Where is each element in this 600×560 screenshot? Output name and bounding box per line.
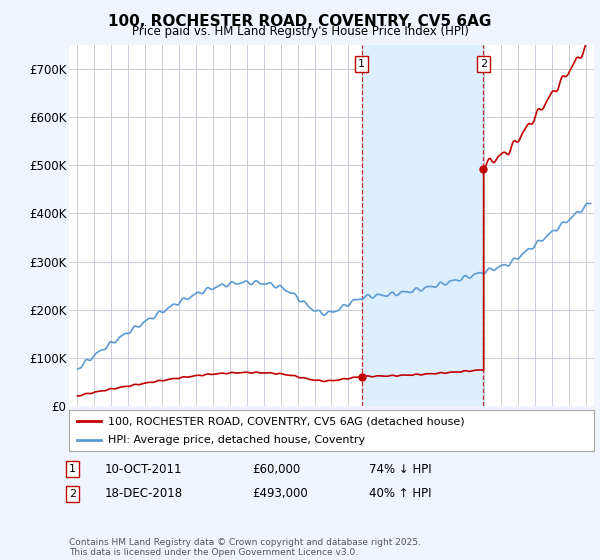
Text: 1: 1 <box>69 464 76 474</box>
Bar <box>362 45 484 406</box>
Text: 2: 2 <box>69 489 76 499</box>
Text: 2: 2 <box>480 59 487 69</box>
Text: HPI: Average price, detached house, Coventry: HPI: Average price, detached house, Cove… <box>109 435 365 445</box>
Text: 1: 1 <box>358 59 365 69</box>
Text: £493,000: £493,000 <box>252 487 308 501</box>
Text: 40% ↑ HPI: 40% ↑ HPI <box>369 487 431 501</box>
Text: 10-OCT-2011: 10-OCT-2011 <box>105 463 182 476</box>
Text: Price paid vs. HM Land Registry's House Price Index (HPI): Price paid vs. HM Land Registry's House … <box>131 25 469 38</box>
Text: 18-DEC-2018: 18-DEC-2018 <box>105 487 183 501</box>
Text: 74% ↓ HPI: 74% ↓ HPI <box>369 463 431 476</box>
Text: Contains HM Land Registry data © Crown copyright and database right 2025.
This d: Contains HM Land Registry data © Crown c… <box>69 538 421 557</box>
Text: 100, ROCHESTER ROAD, COVENTRY, CV5 6AG (detached house): 100, ROCHESTER ROAD, COVENTRY, CV5 6AG (… <box>109 417 465 426</box>
Text: 100, ROCHESTER ROAD, COVENTRY, CV5 6AG: 100, ROCHESTER ROAD, COVENTRY, CV5 6AG <box>109 14 491 29</box>
Text: £60,000: £60,000 <box>252 463 300 476</box>
